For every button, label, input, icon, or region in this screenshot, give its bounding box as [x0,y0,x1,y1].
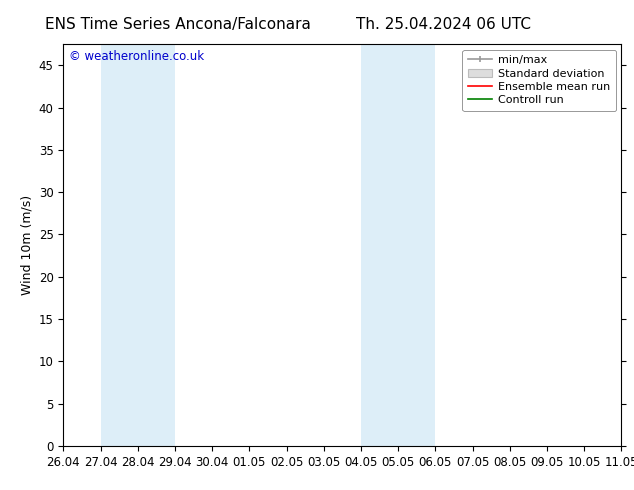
Y-axis label: Wind 10m (m/s): Wind 10m (m/s) [20,195,33,295]
Text: ENS Time Series Ancona/Falconara: ENS Time Series Ancona/Falconara [44,17,311,32]
Bar [101,44,175,446]
Text: © weatheronline.co.uk: © weatheronline.co.uk [69,50,204,63]
Legend: min/max, Standard deviation, Ensemble mean run, Controll run: min/max, Standard deviation, Ensemble me… [462,49,616,111]
Text: Th. 25.04.2024 06 UTC: Th. 25.04.2024 06 UTC [356,17,531,32]
Bar [361,44,436,446]
